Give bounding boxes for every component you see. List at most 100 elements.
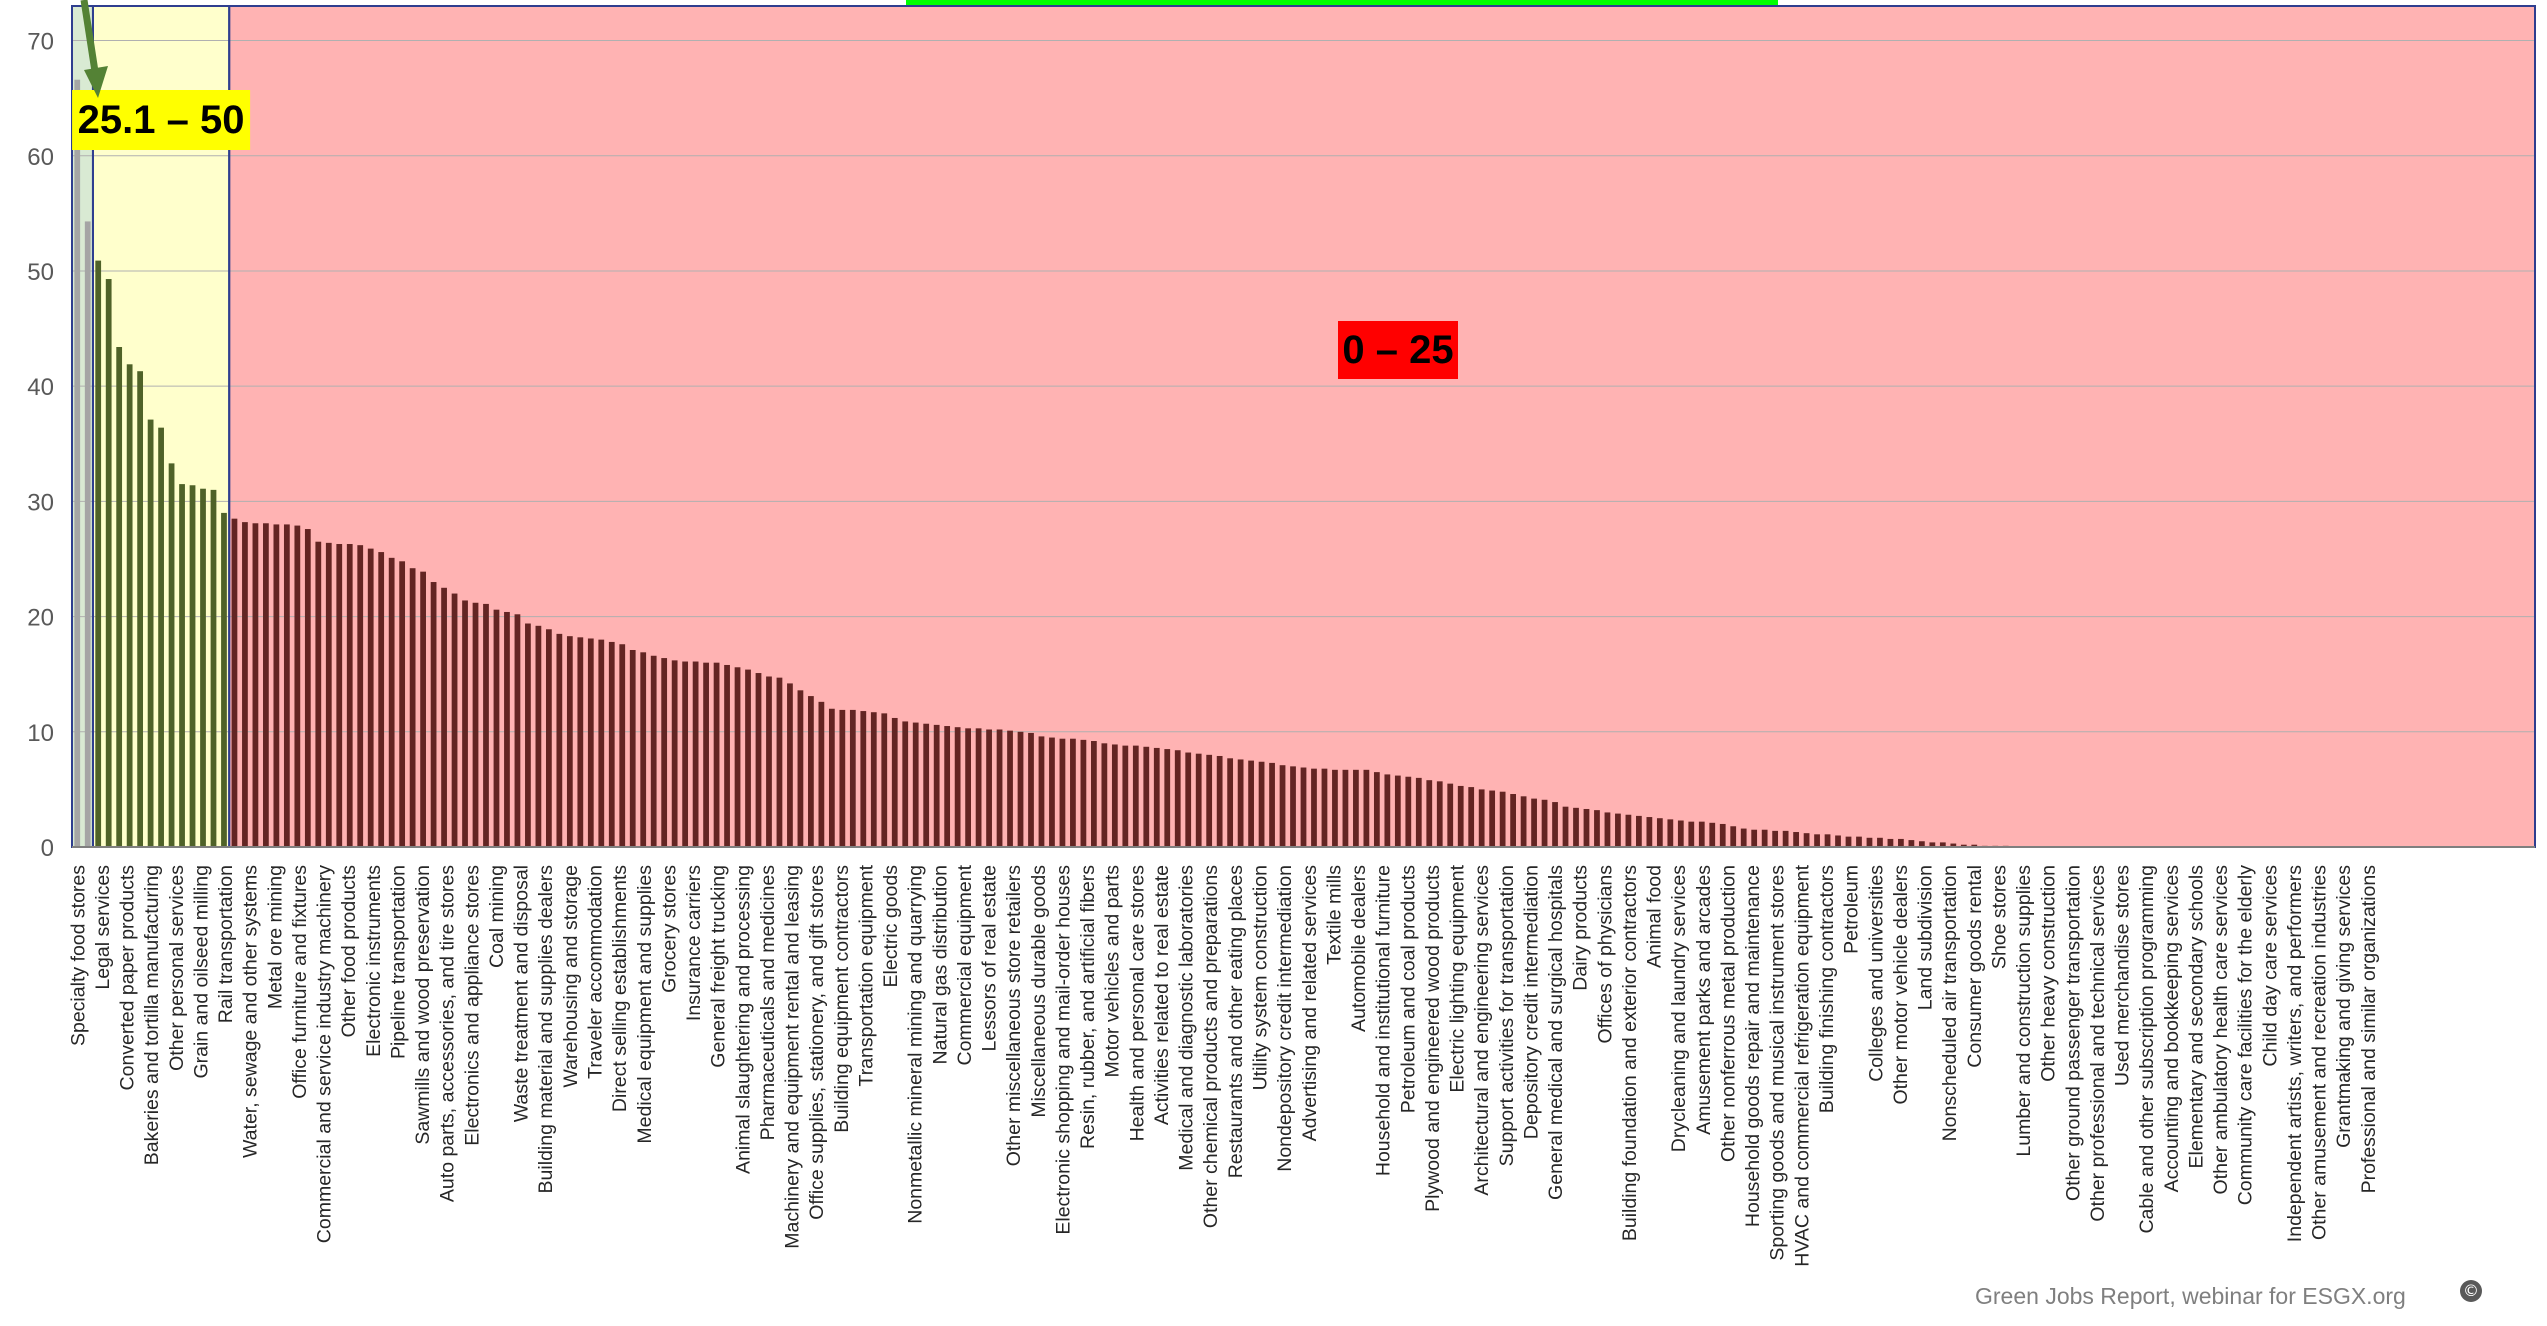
bar (1667, 819, 1674, 847)
x-category-label: Other ambulatory health care services (2210, 865, 2232, 1195)
bar (441, 587, 447, 847)
x-category-label: Electronic instruments (363, 865, 385, 1057)
bar (1803, 833, 1810, 847)
x-category-label: Elementary and secondary schools (2185, 865, 2207, 1169)
x-category-label: Support activities for transportation (1496, 865, 1518, 1166)
bar (1300, 767, 1307, 847)
bar (787, 683, 793, 847)
bar (1950, 843, 1957, 847)
bar (1520, 796, 1527, 847)
x-category-label: Cable and other subscription programming (2136, 865, 2158, 1234)
bar (1373, 772, 1380, 847)
bar (713, 662, 720, 847)
bar (1384, 774, 1391, 847)
x-category-label: Plywood and engineered wood products (1422, 865, 1444, 1212)
bar (860, 711, 867, 847)
bar (640, 652, 647, 847)
x-category-label: Land subdivision (1915, 865, 1937, 1010)
bar (1332, 769, 1338, 847)
bar (1258, 761, 1265, 847)
arrow-shaft (80, 0, 100, 79)
green-highlight-bar (906, 0, 1778, 5)
bar (1070, 738, 1076, 847)
bar (158, 427, 164, 847)
x-category-label: Offices of physicians (1594, 865, 1616, 1044)
bar (1164, 749, 1171, 847)
bar (451, 593, 458, 847)
bar (1824, 834, 1831, 847)
bar (661, 658, 668, 847)
bar (1279, 765, 1286, 847)
bar (210, 489, 217, 847)
x-category-label: Sawmills and wood preservation (412, 865, 434, 1145)
bar (1960, 844, 1967, 847)
x-category-label: Direct selling establishments (609, 865, 631, 1112)
x-category-label: Depository credit intermediation (1520, 865, 1542, 1139)
bar (692, 661, 699, 847)
y-tick-label: 20 (27, 605, 54, 632)
bar (179, 484, 185, 847)
x-category-label: Utility system construction (1250, 865, 1272, 1090)
bar (378, 552, 385, 847)
bar (1531, 798, 1537, 847)
bar (1248, 760, 1254, 847)
bar (336, 544, 343, 847)
bar (1394, 775, 1401, 847)
bar (1499, 791, 1506, 847)
bar (996, 729, 1003, 847)
bar (933, 724, 940, 847)
x-category-label: Warehousing and storage (560, 865, 582, 1088)
bar (1698, 821, 1705, 847)
x-category-label: Commercial and service industry machiner… (314, 865, 336, 1243)
bar (1908, 840, 1915, 847)
bar (1615, 813, 1621, 847)
bar (1342, 769, 1349, 847)
bar (1793, 832, 1799, 847)
x-category-label: Medical equipment and supplies (634, 865, 656, 1144)
bar (283, 524, 290, 847)
bar (808, 696, 814, 847)
bar (1636, 815, 1642, 847)
bar (504, 611, 510, 847)
bar (1677, 820, 1684, 847)
x-category-label: Restaurants and other eating places (1225, 865, 1247, 1179)
bar (1751, 829, 1758, 847)
x-category-label: Office supplies, stationery, and gift st… (806, 865, 828, 1220)
bar (1216, 755, 1223, 847)
x-category-label: Other professional and technical service… (2087, 865, 2109, 1222)
x-category-label: Coal mining (486, 865, 508, 968)
x-category-label: Textile mills (1323, 865, 1345, 965)
bar (1028, 732, 1034, 847)
x-category-label: Dairy products (1570, 865, 1592, 991)
bar (891, 717, 898, 847)
bar (483, 603, 489, 847)
bar (556, 633, 563, 847)
bar (1091, 741, 1097, 847)
bar (1321, 768, 1328, 847)
bars (74, 79, 2009, 847)
bar (493, 609, 500, 847)
x-category-label: Accounting and bookkeeping services (2161, 865, 2183, 1193)
bar (74, 79, 81, 847)
bar (1719, 823, 1726, 847)
bar (1552, 802, 1558, 847)
x-category-label: Advertising and related services (1299, 865, 1321, 1142)
x-category-label: Independent artists, writers, and perfor… (2284, 865, 2306, 1242)
bar (84, 221, 91, 847)
bar (1405, 776, 1412, 847)
bar (105, 279, 112, 847)
zone-low-label-box (1338, 321, 1458, 379)
x-category-label: Pharmaceuticals and medicines (757, 865, 779, 1141)
x-category-label: Bakeries and tortilla manufacturing (141, 865, 163, 1165)
x-category-label: Grantmaking and giving services (2333, 865, 2355, 1148)
x-category-label: Petroleum and coal products (1397, 865, 1419, 1113)
bar (912, 722, 919, 847)
x-category-label: Nonmetallic mineral mining and quarrying (905, 865, 927, 1224)
bar (828, 708, 835, 847)
x-category-label: Health and personal care stores (1126, 865, 1148, 1142)
bar (1510, 794, 1516, 847)
x-category-label: Consumer goods rental (1964, 865, 1986, 1068)
bar (577, 637, 584, 847)
bar (755, 673, 762, 847)
